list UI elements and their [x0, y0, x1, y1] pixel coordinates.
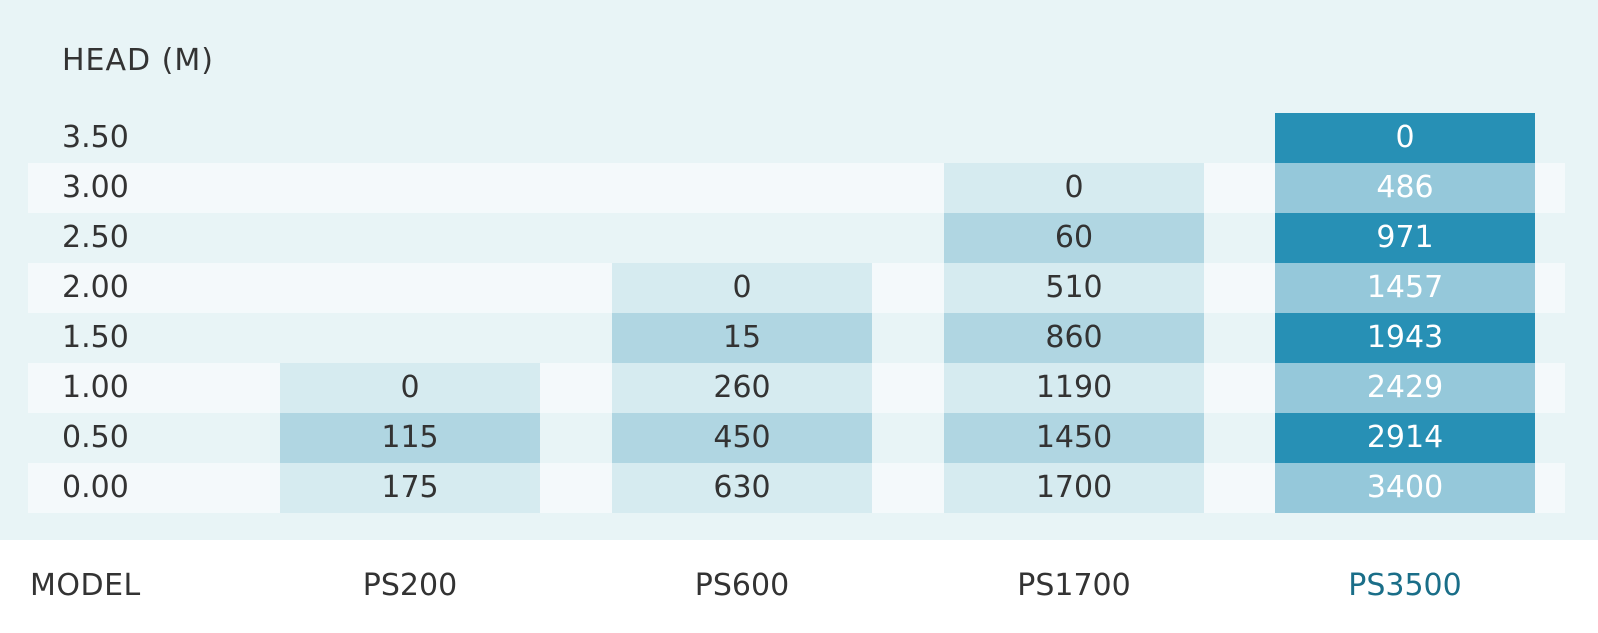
flow-cell: 486 [1275, 163, 1535, 213]
flow-cell: 175 [280, 463, 540, 513]
flow-cell: 1457 [1275, 263, 1535, 313]
flow-cell: 510 [944, 263, 1204, 313]
flow-cell: 450 [612, 413, 872, 463]
flow-cell: 0 [1275, 113, 1535, 163]
flow-cell: 2429 [1275, 363, 1535, 413]
head-label: HEAD (M) [62, 43, 214, 78]
flow-cell: 0 [944, 163, 1204, 213]
flow-cell: 630 [612, 463, 872, 513]
flow-cell: 0 [280, 363, 540, 413]
flow-cell: 2914 [1275, 413, 1535, 463]
flow-cell: 1190 [944, 363, 1204, 413]
flow-cell: 15 [612, 313, 872, 363]
flow-cell: 860 [944, 313, 1204, 363]
flow-cell: 60 [944, 213, 1204, 263]
model-name: PS200 [362, 568, 458, 603]
flow-cell: 115 [280, 413, 540, 463]
model-name: PS1700 [1017, 568, 1131, 603]
flow-cell: 1450 [944, 413, 1204, 463]
head-value: 1.00 [62, 370, 129, 405]
flow-cell: 260 [612, 363, 872, 413]
head-value: 0.00 [62, 470, 129, 505]
model-label: MODEL [30, 568, 141, 603]
flow-cell: 971 [1275, 213, 1535, 263]
flow-cell: 1943 [1275, 313, 1535, 363]
flow-cell: 1700 [944, 463, 1204, 513]
head-value: 3.50 [62, 120, 129, 155]
model-name: PS3500 [1348, 568, 1462, 603]
flow-cell: 0 [612, 263, 872, 313]
head-value: 2.00 [62, 270, 129, 305]
model-name: PS600 [694, 568, 790, 603]
head-value: 2.50 [62, 220, 129, 255]
flow-cell: 3400 [1275, 463, 1535, 513]
head-value: 1.50 [62, 320, 129, 355]
head-value: 0.50 [62, 420, 129, 455]
head-value: 3.00 [62, 170, 129, 205]
